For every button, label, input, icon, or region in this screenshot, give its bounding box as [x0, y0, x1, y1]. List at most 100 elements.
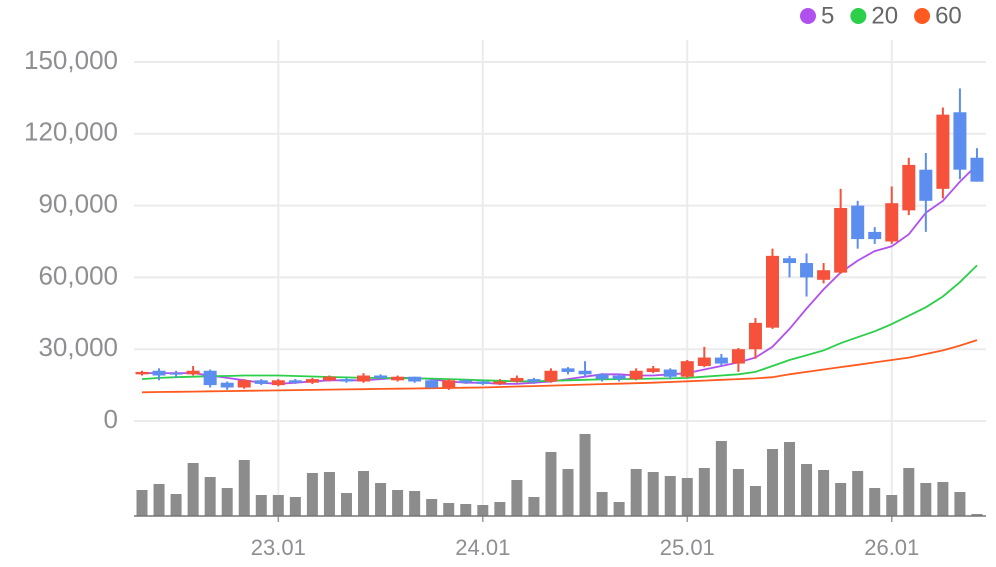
volume-bar	[579, 434, 591, 516]
legend-label: 5	[821, 2, 834, 29]
y-tick-label: 30,000	[38, 332, 118, 362]
y-tick-label: 0	[104, 404, 118, 434]
legend-dot	[800, 8, 816, 24]
candle-body	[305, 379, 319, 383]
candle-body	[527, 379, 541, 382]
candle-body	[254, 380, 268, 384]
candle-body	[851, 205, 865, 240]
candle-body	[357, 375, 371, 382]
volume-bar	[511, 480, 523, 516]
volume-bar	[647, 472, 659, 516]
candle-body	[646, 368, 660, 372]
volume-bar	[375, 483, 387, 516]
candle-body	[868, 231, 882, 240]
candle-body	[544, 370, 558, 382]
volume-bar	[954, 492, 966, 516]
legend-dot	[914, 8, 931, 24]
candle-body	[902, 164, 916, 211]
candle-body	[697, 357, 711, 366]
candle-body	[714, 357, 728, 364]
volume-bar	[681, 478, 693, 516]
volume-bar	[153, 484, 165, 516]
candle-body	[408, 376, 422, 382]
candle-body	[425, 380, 439, 388]
candle-body	[152, 370, 166, 376]
volume-bar	[562, 469, 574, 516]
volume-bar	[818, 470, 830, 516]
volume-bar	[221, 488, 233, 516]
y-tick-label: 60,000	[38, 260, 118, 290]
candle-body	[374, 375, 388, 378]
candle-body	[595, 374, 609, 380]
volume-bar	[409, 491, 421, 516]
volume-bar	[340, 493, 352, 516]
volume-bar	[426, 499, 438, 516]
candle-body	[817, 270, 831, 280]
ma-line	[142, 164, 978, 385]
volume-bar	[170, 494, 182, 516]
volume-bar	[852, 471, 864, 516]
volume-bar	[698, 468, 710, 516]
candle-body	[765, 255, 779, 328]
volume-bar	[920, 483, 932, 516]
candle-body	[680, 361, 694, 377]
volume-bar	[238, 460, 250, 516]
candle-body	[442, 380, 456, 388]
candle-body	[169, 373, 183, 375]
candle-body	[271, 380, 285, 386]
candle-body	[936, 114, 950, 189]
volume-bar	[886, 495, 898, 516]
ma-line	[141, 264, 978, 383]
legend-dot	[850, 8, 867, 24]
candle-body	[135, 371, 149, 375]
candle-body	[220, 382, 234, 388]
x-tick-label: 25.01	[660, 535, 715, 560]
volume-bar	[613, 502, 625, 516]
y-tick-label: 120,000	[24, 117, 118, 147]
candle-body	[612, 375, 626, 380]
volume-bar	[903, 468, 915, 516]
volume-bar	[971, 514, 983, 516]
volume-bar	[596, 492, 608, 516]
candle-body	[493, 381, 507, 384]
candle-body	[663, 369, 677, 377]
volume-bar	[869, 488, 881, 516]
candle-body	[510, 377, 524, 382]
candle-body	[919, 169, 933, 201]
candle-body	[953, 112, 967, 170]
volume-bar	[715, 441, 727, 516]
legend-label: 60	[935, 2, 962, 29]
x-tick-label: 24.01	[455, 535, 510, 560]
volume-bar	[392, 490, 404, 516]
candle-body	[578, 370, 592, 375]
candle-body	[459, 380, 473, 383]
volume-bar	[766, 449, 778, 516]
candle-body	[203, 370, 217, 386]
y-tick-label: 90,000	[38, 188, 118, 218]
volume-bar	[494, 502, 506, 516]
volume-bar	[255, 495, 267, 516]
volume-bar	[545, 452, 557, 516]
volume-bar	[306, 473, 318, 516]
volume-bar	[749, 486, 761, 516]
volume-bar	[358, 471, 370, 516]
volume-bar	[732, 469, 744, 516]
candle-body	[834, 207, 848, 273]
candle-body	[970, 157, 984, 182]
volume-bar	[528, 497, 540, 516]
candle-body	[237, 380, 251, 388]
volume-bar	[136, 490, 148, 516]
volume-bar	[323, 472, 335, 516]
volume-bar	[204, 477, 216, 516]
candle-body	[800, 263, 814, 278]
legend-label: 20	[871, 2, 898, 29]
candle-body	[731, 349, 745, 364]
candle-body	[629, 370, 643, 380]
candle-body	[476, 381, 490, 384]
ma-line	[141, 339, 978, 394]
volume-bar	[801, 464, 813, 516]
candle-body	[885, 203, 899, 242]
volume-bar	[937, 482, 949, 516]
volume-bar	[664, 476, 676, 516]
volume-bar	[187, 463, 199, 516]
